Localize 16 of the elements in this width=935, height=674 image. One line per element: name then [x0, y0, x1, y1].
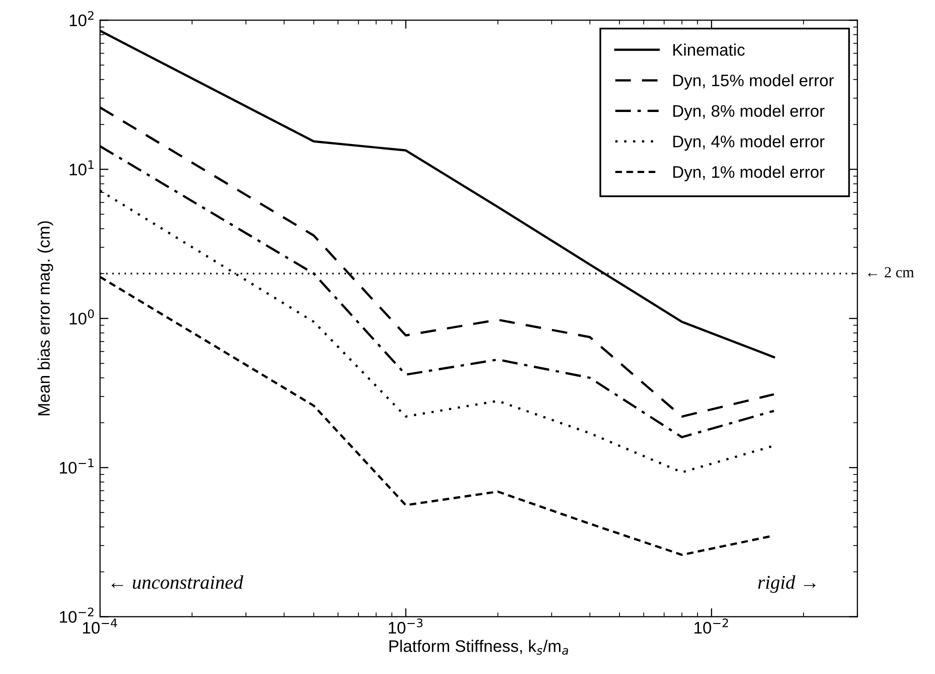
legend-label: Kinematic	[673, 44, 745, 56]
legend-label: Dyn, 4% model error	[673, 135, 825, 151]
y-axis-title: Mean bias error mag. (cm)	[38, 221, 54, 416]
y-tick-label: 10$^{1}$	[70, 160, 94, 176]
y-tick-label: 10$^{2}$	[70, 11, 94, 26]
annotation: ← unconstrained	[112, 575, 244, 589]
legend-label: Dyn, 15% model error	[673, 74, 834, 90]
legend-label: Dyn, 1% model error	[673, 166, 825, 182]
x-tick-label: 10$^{−2}$	[694, 618, 728, 634]
x-tick-label: 10$^{−3}$	[388, 618, 422, 634]
annotation: rigid →	[758, 575, 816, 593]
y-tick-label: 10$^{0}$	[70, 309, 94, 325]
x-axis-title: Platform Stiffness, k$_{s}$/m$_{a}$	[390, 640, 568, 655]
legend-label: Dyn, 8% model error	[673, 104, 825, 120]
y-tick-label: 10$^{−1}$	[60, 458, 94, 474]
ref-line-label: ← 2 cm	[868, 267, 914, 278]
